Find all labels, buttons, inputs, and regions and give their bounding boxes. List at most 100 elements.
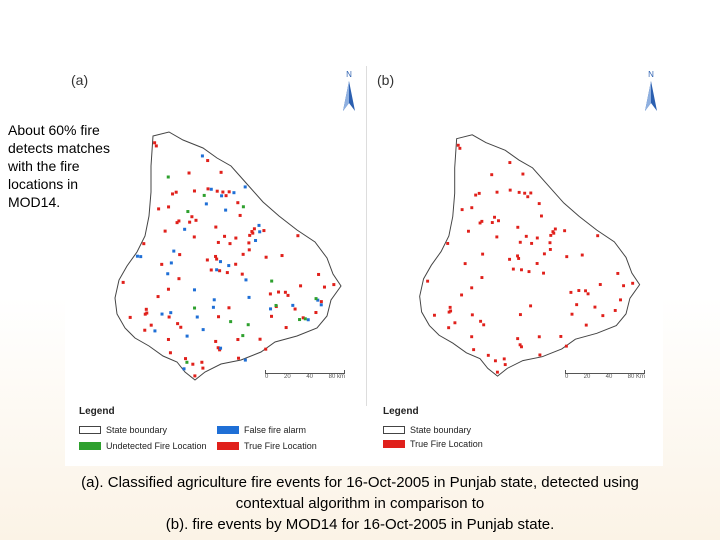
true-fire-point [472, 348, 476, 352]
true-fire-point [518, 240, 522, 244]
true-fire-point [301, 316, 305, 320]
note-line: locations in [8, 176, 79, 192]
true-fire-point [142, 242, 146, 246]
false-alarm-point [200, 154, 204, 158]
true-fire-point [332, 283, 336, 287]
true-fire-point [270, 314, 274, 318]
true-fire-point [616, 271, 620, 275]
legend-label: True Fire Location [244, 441, 317, 451]
true-fire-point [570, 312, 574, 316]
true-fire-point [166, 287, 170, 291]
true-fire-point [551, 230, 555, 234]
false-alarm-point [247, 295, 251, 299]
undetected-fire-point [202, 193, 206, 197]
note-line: with the fire [8, 158, 80, 174]
true-fire-point [144, 307, 148, 311]
true-fire-point [584, 323, 588, 327]
false-alarm-point [182, 367, 186, 371]
true-fire-point [216, 346, 220, 350]
legend-label: Undetected Fire Location [106, 441, 207, 451]
true-fire-point [563, 229, 567, 233]
true-fire-point [167, 315, 171, 319]
true-fire-point [174, 190, 178, 194]
true-fire-point [187, 171, 191, 175]
true-fire-point [526, 195, 530, 199]
false-alarm-point [169, 311, 173, 315]
true-fire-point [631, 281, 635, 285]
true-fire-point [240, 272, 244, 276]
true-fire-point [517, 190, 521, 194]
true-fire-point [480, 219, 484, 223]
true-fire-point [193, 374, 197, 378]
undetected-fire-point [303, 317, 307, 321]
true-fire-point [482, 323, 486, 327]
undetected-fire-point [241, 205, 245, 209]
legend-a: Legend State boundary False fire alarm U… [79, 406, 337, 453]
true-fire-point [448, 305, 452, 309]
false-alarm-point [219, 346, 223, 350]
true-fire-point [143, 328, 147, 332]
true-fire-point [470, 313, 474, 317]
true-fire-point [206, 187, 210, 191]
true-fire-point [490, 221, 494, 224]
scale-label: 40 [605, 374, 613, 380]
north-arrow-icon: N [643, 70, 659, 114]
true-fire-point [575, 303, 579, 307]
true-fire-point [521, 172, 525, 176]
true-fire-point [156, 295, 160, 299]
true-fire-point [502, 357, 506, 361]
undetected-fire-point [229, 320, 233, 324]
false-alarm-point [135, 254, 139, 258]
true-fire-point [593, 305, 597, 309]
scale-label: 20 [283, 374, 291, 380]
true-fire-point [542, 252, 546, 256]
true-fire-point [622, 284, 626, 288]
true-fire-point [214, 339, 218, 343]
true-fire-point [264, 347, 268, 351]
scale-label: 0 [265, 374, 269, 380]
note-line: About 60% fire [8, 122, 100, 138]
true-fire-point [200, 360, 204, 364]
map-panel-b [419, 134, 641, 377]
true-fire-point [596, 234, 600, 238]
true-fire-point [168, 351, 172, 355]
false-alarm-point [204, 202, 208, 206]
north-label: N [648, 70, 654, 79]
true-fire-point [540, 214, 543, 218]
false-alarm-point [153, 329, 157, 333]
true-fire-point [194, 218, 198, 222]
true-fire-point [598, 283, 602, 286]
true-fire-point [322, 285, 326, 289]
true-fire-point [527, 270, 531, 274]
true-fire-point [529, 191, 533, 195]
true-fire-point [497, 219, 500, 223]
true-fire-point [250, 230, 254, 234]
true-fire-point [192, 189, 196, 193]
true-fire-point [553, 227, 557, 231]
true-fire-point [564, 344, 568, 348]
panel-a-label: (a) [71, 72, 89, 88]
false-alarm-point [172, 249, 176, 253]
true-fire-point [538, 353, 542, 357]
true-fire-point [223, 234, 227, 238]
note-line: MOD14. [8, 194, 61, 210]
true-fire-point [277, 290, 281, 294]
false-alarm-point [257, 223, 261, 227]
true-fire-point [480, 276, 484, 280]
true-fire-point [241, 252, 245, 256]
true-fire-point [446, 242, 450, 245]
true-fire-point [518, 343, 522, 347]
legend-item-state-boundary: State boundary [79, 423, 217, 437]
true-fire-point [456, 143, 460, 147]
true-fire-point [548, 248, 552, 251]
false-alarm-point [316, 298, 320, 302]
true-fire-point [264, 255, 268, 259]
false-alarm-point [211, 305, 215, 309]
true-fire-point [601, 314, 605, 318]
undetected-fire-point [270, 279, 274, 283]
true-fire-point [262, 229, 266, 233]
false-alarm-point [185, 334, 189, 338]
false-alarm-point [166, 272, 170, 276]
true-fire-point [190, 215, 194, 219]
true-fire-point [537, 335, 541, 339]
